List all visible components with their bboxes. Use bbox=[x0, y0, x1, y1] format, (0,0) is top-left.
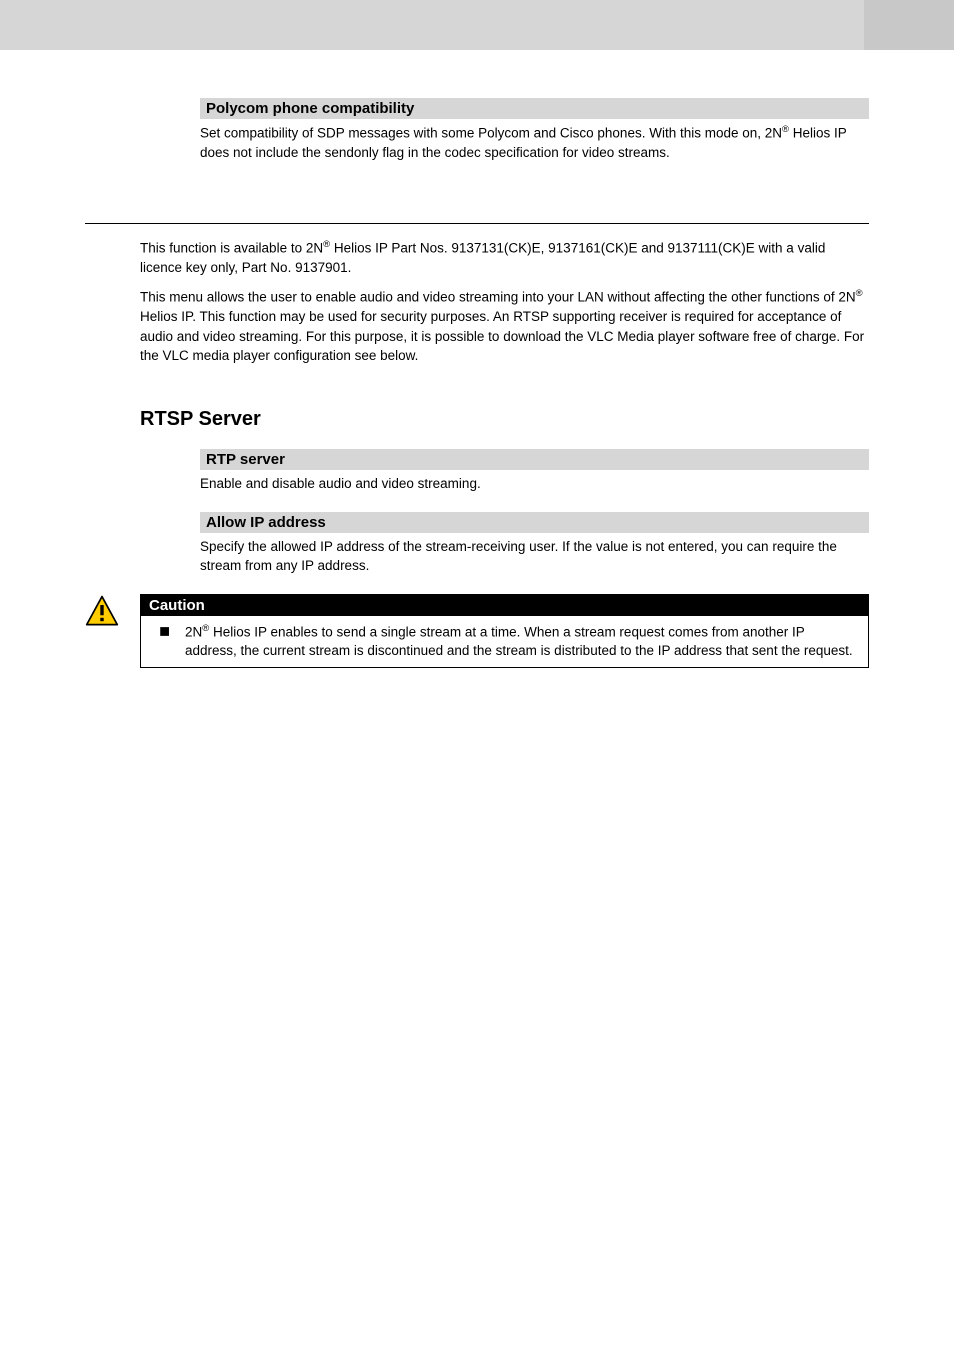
caution-icon-cell bbox=[85, 594, 140, 633]
section-header-rtp: RTP server bbox=[200, 449, 869, 470]
caution-content: ◼ 2N® Helios IP enables to send a single… bbox=[141, 616, 868, 667]
section-body-allowip: Specify the allowed IP address of the st… bbox=[200, 537, 869, 576]
header-bar bbox=[0, 0, 954, 50]
intro-paragraph-1: This function is available to 2N® Helios… bbox=[140, 238, 869, 278]
caution-box: Caution ◼ 2N® Helios IP enables to send … bbox=[140, 594, 869, 668]
caution-block: Caution ◼ 2N® Helios IP enables to send … bbox=[85, 594, 869, 668]
heading-rtsp-server: RTSP Server bbox=[140, 408, 869, 431]
caution-bullet-row: ◼ 2N® Helios IP enables to send a single… bbox=[153, 622, 856, 661]
section-header-polycom: Polycom phone compatibility bbox=[200, 98, 869, 119]
header-bar-right bbox=[864, 0, 954, 50]
caution-title: Caution bbox=[141, 595, 868, 616]
page-content: Polycom phone compatibility Set compatib… bbox=[0, 50, 954, 708]
section-body-polycom: Set compatibility of SDP messages with s… bbox=[200, 123, 869, 163]
caution-bullet-text: 2N® Helios IP enables to send a single s… bbox=[185, 622, 856, 661]
header-bar-left bbox=[0, 0, 864, 50]
caution-triangle-icon bbox=[85, 594, 119, 628]
section-header-allowip: Allow IP address bbox=[200, 512, 869, 533]
section-body-rtp: Enable and disable audio and video strea… bbox=[200, 474, 869, 494]
intro-paragraph-2: This menu allows the user to enable audi… bbox=[140, 287, 869, 366]
bullet-square-icon: ◼ bbox=[153, 622, 185, 661]
horizontal-divider bbox=[85, 223, 869, 224]
